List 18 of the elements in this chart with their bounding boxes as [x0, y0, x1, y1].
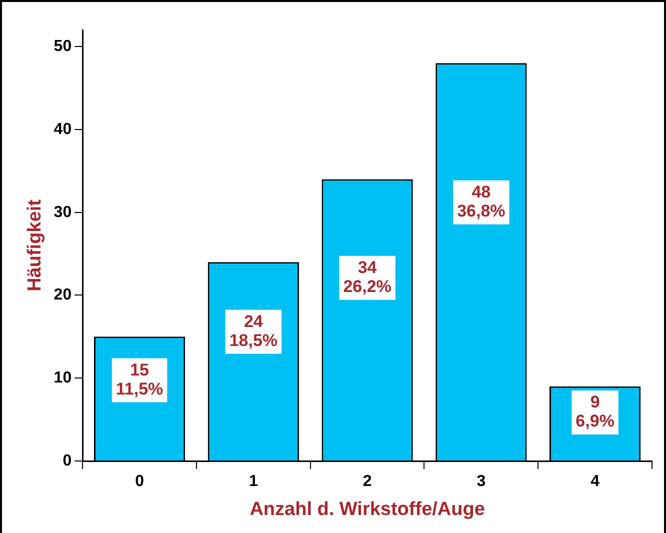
y-tick-label: 30 [54, 204, 72, 221]
y-tick-label: 0 [62, 452, 72, 470]
data-label: 48 36,8% [457, 182, 506, 221]
y-tick-label: 20 [54, 286, 72, 304]
x-tick-label: 1 [248, 473, 258, 490]
x-tick-label: 3 [476, 473, 486, 490]
data-label: 34 26,2% [343, 258, 392, 296]
y-axis-title: Häufigkeit [24, 198, 46, 292]
data-label: 9 6,9% [576, 392, 614, 431]
x-tick-label: 4 [590, 473, 600, 490]
data-label: 24 18,5% [229, 312, 278, 350]
x-tick-label: 2 [362, 473, 372, 490]
y-tick-label: 10 [54, 370, 72, 387]
x-axis-title: Anzahl d. Wirkstoffe/Auge [250, 498, 485, 520]
y-tick-label: 50 [54, 38, 72, 55]
x-tick-label: 0 [135, 473, 144, 490]
data-label: 15 11,5% [116, 360, 164, 398]
y-tick-label: 40 [54, 120, 72, 138]
